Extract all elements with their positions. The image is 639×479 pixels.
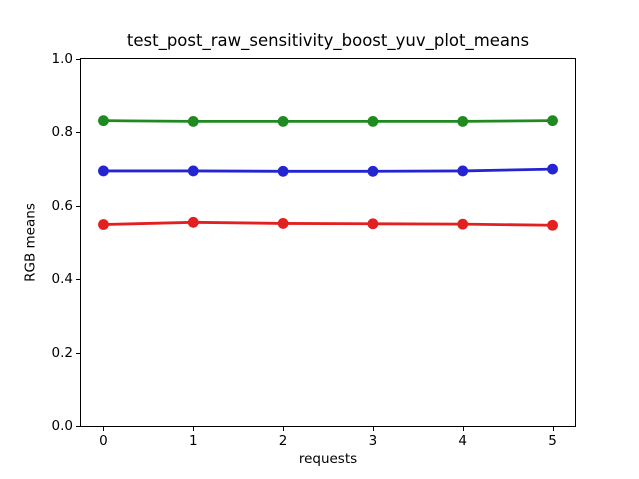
blue-line — [103, 167, 553, 173]
x-tick-mark — [552, 427, 554, 431]
blue-line-marker — [277, 165, 289, 177]
green-line — [103, 119, 553, 123]
blue-line-marker — [187, 165, 199, 177]
y-tick-label: 0.4 — [51, 271, 73, 288]
x-tick-mark — [462, 427, 464, 431]
blue-line-marker — [547, 163, 558, 175]
red-line — [103, 220, 553, 227]
x-tick-label: 3 — [368, 433, 378, 449]
y-tick-label: 0.2 — [51, 344, 73, 361]
green-line-marker — [367, 115, 379, 127]
y-tick-mark — [76, 426, 80, 427]
x-tick-mark — [193, 427, 195, 431]
x-axis-label: requests — [298, 451, 358, 467]
line-plot — [98, 115, 558, 231]
green-line-marker — [277, 115, 289, 127]
y-tick-mark — [76, 352, 80, 354]
x-tick-mark — [283, 427, 285, 431]
y-tick-mark — [76, 132, 80, 134]
y-tick-mark — [76, 279, 80, 281]
y-tick-label: 0.6 — [51, 197, 73, 214]
green-line-marker — [457, 115, 469, 127]
x-tick-label: 1 — [188, 433, 198, 449]
green-line-marker — [547, 115, 558, 127]
x-tick-mark — [372, 427, 374, 431]
blue-line-marker — [367, 165, 379, 177]
x-tick-mark — [103, 427, 105, 431]
red-line-marker — [367, 218, 379, 230]
x-tick-label: 5 — [548, 433, 557, 449]
blue-line-marker — [457, 165, 469, 177]
red-line-marker — [547, 219, 558, 231]
y-tick-label: 0.0 — [51, 418, 73, 434]
red-line-marker — [187, 216, 199, 228]
y-tick-label: 0.8 — [51, 124, 73, 141]
red-line-marker — [457, 218, 469, 230]
green-line-marker — [98, 115, 109, 127]
red-line-marker — [277, 218, 289, 229]
plot-area — [80, 58, 576, 427]
y-tick-label: 1.0 — [51, 51, 73, 67]
y-axis-label: RGB means — [22, 203, 39, 282]
y-tick-mark — [76, 59, 80, 60]
x-tick-label: 4 — [458, 433, 468, 449]
x-tick-label: 2 — [278, 433, 288, 449]
y-tick-mark — [76, 205, 80, 207]
blue-line-marker — [98, 165, 109, 177]
red-line-marker — [98, 219, 109, 230]
chart-title: test_post_raw_sensitivity_boost_yuv_plot… — [126, 31, 530, 50]
x-tick-label: 0 — [99, 433, 108, 449]
green-line-marker — [187, 115, 199, 127]
